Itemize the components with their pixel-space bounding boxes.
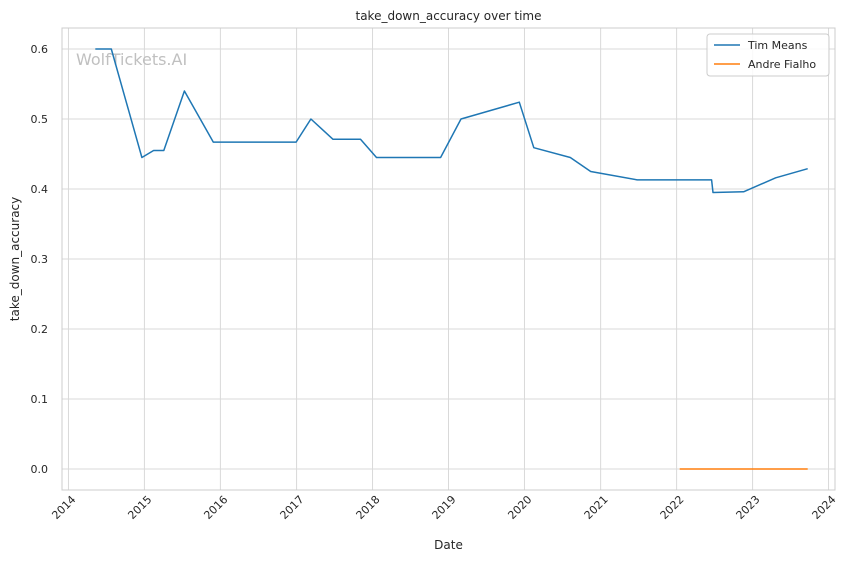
y-tick-label: 0.5 [31, 113, 49, 126]
y-axis-label: take_down_accuracy [8, 197, 22, 321]
plot-area-frame [61, 27, 836, 491]
chart-title: take_down_accuracy over time [356, 9, 542, 23]
y-tick-label: 0.4 [31, 183, 49, 196]
legend-label-tim-means: Tim Means [747, 39, 808, 52]
legend: Tim Means Andre Fialho [706, 33, 830, 77]
y-tick-label: 0.2 [31, 323, 49, 336]
y-tick-label: 0.6 [31, 43, 49, 56]
series-lines [95, 48, 808, 470]
series-line-tim-means [95, 48, 808, 194]
grid [62, 28, 835, 490]
x-axis-label: Date [434, 538, 463, 552]
y-tick-label: 0.3 [31, 253, 49, 266]
watermark: WolfTickets.AI [76, 50, 187, 69]
y-tick-label: 0.0 [31, 463, 49, 476]
legend-label-andre-fialho: Andre Fialho [748, 58, 816, 71]
y-tick-label: 0.1 [31, 393, 49, 406]
